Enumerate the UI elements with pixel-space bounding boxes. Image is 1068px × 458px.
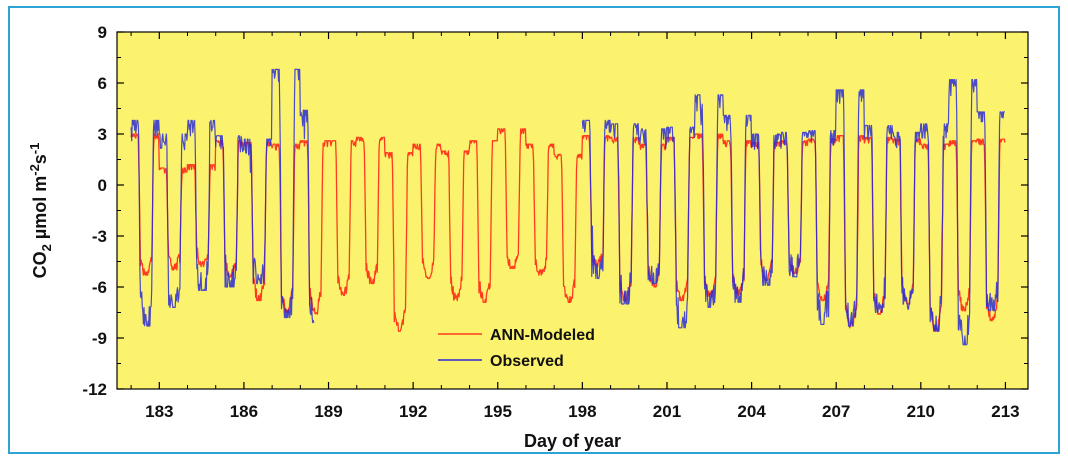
x-tick-label: 186 — [230, 402, 258, 421]
chart-frame: 9 6 3 0 -3 -6 -9 -12 183 186 189 192 195 198 201 204 207… — [8, 6, 1060, 454]
x-axis-title: Day of year — [524, 431, 621, 451]
legend: ANN-Modeled Observed — [438, 327, 595, 370]
series-line-observed-1 — [581, 78, 1005, 346]
series-observed — [130, 68, 1005, 346]
y-axis-title-part: s — [30, 154, 50, 164]
y-axis-title-part: 2 — [39, 244, 54, 251]
y-tick-label: 9 — [98, 23, 107, 42]
x-tick-label: 210 — [907, 402, 935, 421]
y-tick-label: -3 — [92, 227, 107, 246]
y-axis-title: CO2 µmol m-2s-1 — [27, 143, 54, 279]
series-layer — [130, 68, 1006, 346]
y-tick-label: 0 — [98, 176, 107, 195]
x-tick-label: 213 — [991, 402, 1019, 421]
y-tick-label: 6 — [98, 74, 107, 93]
x-tick-label: 198 — [568, 402, 596, 421]
y-axis-title-part: CO — [30, 251, 50, 278]
x-tick-label: 204 — [737, 402, 766, 421]
series-line-ann-modeled-0 — [130, 128, 1006, 332]
x-tick-label: 201 — [653, 402, 681, 421]
y-axis-title-part: -2 — [27, 164, 42, 176]
plot-area — [116, 31, 1029, 390]
axes-layer: 9 6 3 0 -3 -6 -9 -12 183 186 189 192 195 198 201 204 207… — [82, 23, 1028, 421]
series-ann-modeled — [130, 128, 1006, 332]
legend-label: ANN-Modeled — [490, 327, 595, 344]
y-axis-title-part: -1 — [27, 143, 42, 155]
y-tick-label: 3 — [98, 125, 107, 144]
x-tick-label: 192 — [399, 402, 427, 421]
y-tick-label: -6 — [92, 278, 107, 297]
x-tick-label: 207 — [822, 402, 850, 421]
y-tick-label: -12 — [82, 380, 107, 399]
x-tick-label: 189 — [314, 402, 342, 421]
y-axis-title-part: µmol m — [30, 176, 50, 244]
legend-label: Observed — [490, 353, 564, 370]
y-tick-label: -9 — [92, 329, 107, 348]
x-tick-label: 183 — [145, 402, 173, 421]
series-line-observed-0 — [130, 68, 315, 327]
x-tick-label: 195 — [484, 402, 512, 421]
